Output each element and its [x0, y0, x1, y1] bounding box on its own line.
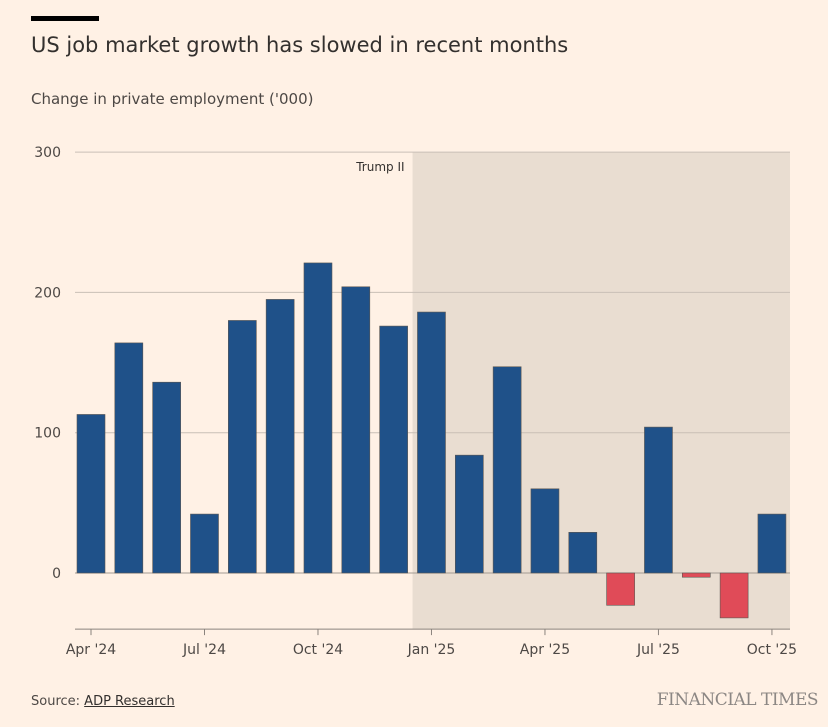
bar: [152, 381, 181, 574]
source-label: Source:: [31, 694, 81, 709]
bar: [530, 488, 560, 574]
x-tick-label: Jul '24: [182, 642, 226, 658]
x-tick-label: Oct '24: [293, 642, 343, 658]
bar: [341, 286, 371, 574]
y-tick-label: 300: [34, 145, 61, 161]
source-link[interactable]: ADP Research: [84, 694, 175, 709]
x-tick-label: Jul '25: [636, 642, 680, 658]
chart-title: US job market growth has slowed in recen…: [31, 33, 569, 57]
bar-chart: Trump II 0 100 200 300 Apr '24 Jul '24 Oct '24 J…: [34, 145, 797, 658]
source-note: Source: ADP Research: [31, 694, 175, 709]
y-tick-label: 0: [52, 566, 61, 582]
bar: [76, 414, 106, 574]
bar: [757, 513, 787, 574]
bar: [417, 311, 446, 574]
bar: [379, 325, 408, 574]
bar: [492, 366, 522, 574]
annotation-label: Trump II: [355, 160, 404, 174]
bar: [454, 454, 484, 574]
ft-logo: FINANCIAL TIMES: [656, 690, 819, 710]
y-tick-label: 200: [34, 285, 61, 301]
bar: [606, 572, 635, 606]
bar: [568, 532, 598, 574]
bar: [190, 513, 219, 574]
x-tick-label: Oct '25: [747, 642, 797, 658]
x-tick-label: Apr '25: [520, 642, 570, 658]
bar: [228, 320, 257, 574]
bar: [114, 342, 144, 574]
bar: [644, 426, 673, 574]
bar: [265, 299, 295, 574]
x-tick-label: Jan '25: [407, 642, 456, 658]
bar: [681, 572, 711, 578]
bar: [303, 262, 333, 574]
ft-top-bar: [31, 16, 99, 21]
x-tick-label: Apr '24: [66, 642, 116, 658]
chart-subtitle: Change in private employment ('000): [31, 90, 314, 108]
y-tick-label: 100: [34, 426, 61, 442]
bar: [719, 572, 749, 619]
